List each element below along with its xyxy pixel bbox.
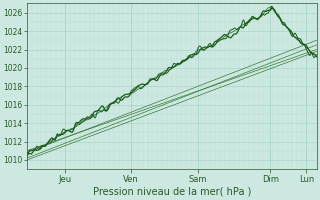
X-axis label: Pression niveau de la mer( hPa ): Pression niveau de la mer( hPa ) [92,187,251,197]
